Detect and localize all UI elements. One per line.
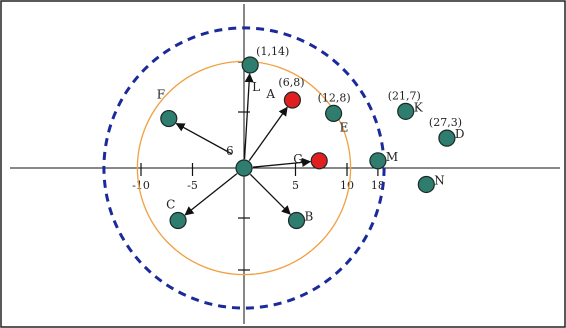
node-c [169, 211, 187, 230]
arrow-to-g [252, 157, 312, 168]
coord-label-a: (6,8) [278, 76, 304, 89]
coord-label-e: (12,8) [318, 91, 351, 104]
outer-range-circle [102, 26, 386, 310]
center-node [235, 159, 253, 177]
node-n [417, 175, 435, 194]
node-label-k: K [414, 100, 424, 114]
node-g [310, 152, 328, 170]
node-label-g: G [293, 152, 303, 166]
node-f [160, 109, 178, 128]
node-m [369, 152, 387, 170]
node-label-b: B [305, 210, 314, 224]
x-tick-label: 10 [340, 179, 354, 192]
node-label-c: C [166, 198, 175, 212]
node-label-l: L [252, 80, 260, 94]
coord-label-l: (1,14) [256, 45, 289, 58]
arrow-to-b [249, 173, 291, 215]
node-label-d: D [455, 127, 465, 141]
arrows [175, 73, 312, 216]
node-label-a: A [265, 87, 275, 101]
node-label-n: N [434, 173, 445, 187]
node-label-m: M [386, 150, 398, 164]
node-d [438, 129, 456, 147]
node-a [283, 91, 302, 109]
nodes: L (1,14) A(6,8) E (12,8) K(21,7) D(27,3) F G M N C B [157, 45, 465, 230]
x-tick-label: 5 [292, 179, 299, 192]
x-tick-label: -5 [187, 179, 198, 192]
coord-label-k: (21,7) [388, 89, 421, 102]
node-l [241, 56, 259, 74]
x-tick-label: -10 [132, 179, 150, 192]
node-k [397, 102, 415, 120]
arrow-to-a [248, 106, 288, 162]
node-b [287, 211, 306, 230]
arrow-to-f [175, 122, 233, 155]
node-label-e: E [340, 120, 349, 134]
x-axis-ticks: -10 -5 5 10 18 [132, 163, 385, 192]
arrow-to-c [184, 173, 238, 216]
node-label-f: F [157, 88, 165, 102]
coord-label-d: (27,3) [429, 116, 462, 129]
arrow-to-l [243, 73, 254, 160]
node-e [325, 104, 343, 123]
center-node-label: 6 [226, 144, 234, 158]
